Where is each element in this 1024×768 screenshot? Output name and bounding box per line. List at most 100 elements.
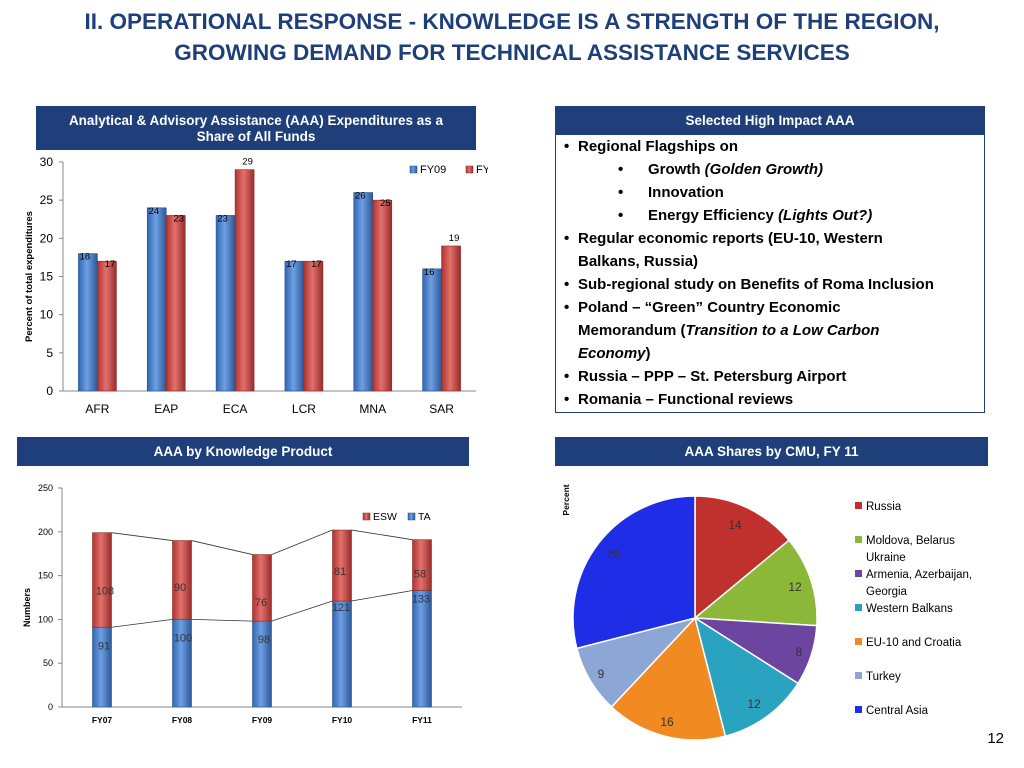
- legend-label: Russia: [866, 501, 902, 513]
- legend-swatch: [855, 638, 862, 645]
- bullet-poland: • Poland – “Green” Country Economic: [562, 296, 982, 319]
- legend-label: Western Balkans: [866, 603, 953, 615]
- bullet-dot: •: [564, 276, 570, 293]
- bullet-roma-inclusion: • Sub-regional study on Benefits of Roma …: [562, 273, 982, 296]
- legend-label: FY09: [420, 164, 446, 176]
- x-tick-label: FY08: [172, 715, 193, 725]
- y-axis-label: Percent of total expenditures: [24, 211, 35, 342]
- bar-fy09-eca: [215, 215, 236, 392]
- data-label-fy12-lcr: 17: [311, 259, 322, 270]
- y-tick-label: 20: [40, 231, 54, 245]
- bar-fy09-eap: [146, 207, 167, 392]
- y-tick-label: 0: [46, 384, 53, 398]
- bar-ta-fy11: [412, 590, 432, 708]
- legend-label: ESW: [373, 511, 397, 523]
- bar-esw-fy10: [332, 529, 352, 602]
- legend-label: Turkey: [866, 671, 901, 683]
- pie-data-label: 14: [728, 518, 742, 532]
- bullet-text: Energy Efficiency: [648, 207, 779, 224]
- series-connector-line: [271, 600, 333, 622]
- bullet-text: Romania – Functional reviews: [578, 391, 794, 408]
- legend-label: FY12: [476, 164, 488, 176]
- bullet-text: Growth: [648, 161, 705, 178]
- x-tick-label: FY10: [332, 715, 353, 725]
- pie-slice-6: [572, 495, 696, 650]
- knowledge-product-header: AAA by Knowledge Product: [17, 437, 469, 466]
- bullet-emphasis: (Golden Growth): [704, 161, 823, 178]
- bar-fy12-mna: [372, 199, 393, 392]
- data-label-fy09-lcr: 17: [286, 259, 297, 270]
- high-impact-box: [555, 134, 985, 413]
- pie-slice-4: [610, 616, 727, 741]
- bar-fy09-mna: [353, 192, 374, 392]
- x-tick-label: AFR: [85, 402, 109, 416]
- bar-fy09-lcr: [284, 260, 305, 392]
- bullet-dot: •: [618, 184, 624, 201]
- sub-bullet-innovation: • Innovation: [562, 181, 982, 204]
- y-tick-label: 10: [40, 308, 54, 322]
- data-label-ta-fy08: 100: [174, 632, 192, 644]
- bullet-dot: •: [564, 138, 570, 155]
- bullet-text: Sub-regional study on Benefits of Roma I…: [578, 276, 934, 293]
- data-label-ta-fy10: 121: [332, 602, 350, 614]
- data-label-fy09-mna: 26: [355, 191, 366, 202]
- legend-label: EU-10 and Croatia: [866, 637, 962, 649]
- bullet-economic-reports-cont: Balkans, Russia): [562, 250, 982, 273]
- bullet-text: Regular economic reports (EU-10, Western: [578, 230, 883, 247]
- x-tick-label: FY09: [252, 715, 273, 725]
- y-tick-label: 5: [46, 346, 53, 360]
- knowledge-product-chart: 0 50 100 150 200 250 Numbers 91 108 FY07 100 90 FY08…: [22, 483, 462, 725]
- bullet-poland-cont1: Memorandum (Transition to a Low Carbon: [562, 319, 982, 342]
- data-label-fy09-sar: 16: [424, 267, 435, 278]
- bullet-dot: •: [564, 391, 570, 408]
- aaa-expenditures-header: Analytical & Advisory Assistance (AAA) E…: [36, 106, 476, 150]
- y-tick-label: 100: [38, 614, 53, 624]
- data-label-esw-fy08: 90: [174, 582, 186, 594]
- y-tick-label: 250: [38, 483, 53, 493]
- y-tick-label: 0: [48, 702, 53, 712]
- series-connector-line: [191, 619, 253, 622]
- legend-label: TA: [418, 511, 431, 523]
- legend-swatch: [855, 570, 862, 577]
- legend-swatch: [855, 604, 862, 611]
- pie-data-label: 9: [598, 667, 605, 681]
- legend-swatch: [855, 536, 862, 543]
- x-tick-label: FY07: [92, 715, 113, 725]
- pie-slice-3: [693, 616, 800, 738]
- series-connector-line: [111, 532, 173, 541]
- data-label-fy09-afr: 18: [80, 252, 91, 263]
- slide-title: II. OPERATIONAL RESPONSE - KNOWLEDGE IS …: [0, 6, 1024, 68]
- pie-data-label: 12: [747, 697, 761, 711]
- legend-label: Georgia: [866, 586, 908, 598]
- bullet-dot: •: [564, 230, 570, 247]
- x-tick-label: LCR: [292, 402, 316, 416]
- bar-esw-fy07: [92, 532, 112, 628]
- data-label-esw-fy10: 81: [334, 566, 346, 578]
- series-connector-line: [111, 619, 173, 628]
- x-tick-label: MNA: [359, 402, 386, 416]
- data-label-ta-fy11: 133: [412, 593, 430, 605]
- aaa-expenditures-title-line1: Analytical & Advisory Assistance (AAA) E…: [68, 113, 444, 128]
- bullet-emphasis: Economy: [578, 345, 646, 362]
- data-label-fy12-mna: 25: [380, 198, 391, 209]
- cmu-shares-title: AAA Shares by CMU, FY 11: [684, 444, 859, 459]
- data-label-ta-fy09: 98: [258, 634, 270, 646]
- bullet-dot: •: [564, 368, 570, 385]
- page-number: 12: [987, 730, 1004, 747]
- y-tick-label: 150: [38, 571, 53, 581]
- bullet-dot: •: [564, 299, 570, 316]
- y-tick-label: 25: [40, 193, 54, 207]
- bullet-regional-flagships: • Regional Flagships on: [562, 135, 982, 158]
- bullet-text: ): [645, 345, 651, 362]
- data-label-esw-fy07: 108: [96, 585, 114, 597]
- data-label-esw-fy09: 76: [255, 597, 267, 609]
- bullet-text: Innovation: [648, 184, 724, 201]
- knowledge-product-title: AAA by Knowledge Product: [153, 444, 333, 459]
- legend-label: Ukraine: [866, 552, 906, 564]
- legend-swatch: [855, 502, 862, 509]
- bullet-text: Balkans, Russia): [578, 253, 699, 270]
- bar-fy12-eca: [234, 169, 255, 392]
- data-label-ta-fy07: 91: [98, 640, 110, 652]
- bullet-romania: • Romania – Functional reviews: [562, 388, 982, 411]
- bullet-poland-cont2: Economy): [562, 342, 982, 365]
